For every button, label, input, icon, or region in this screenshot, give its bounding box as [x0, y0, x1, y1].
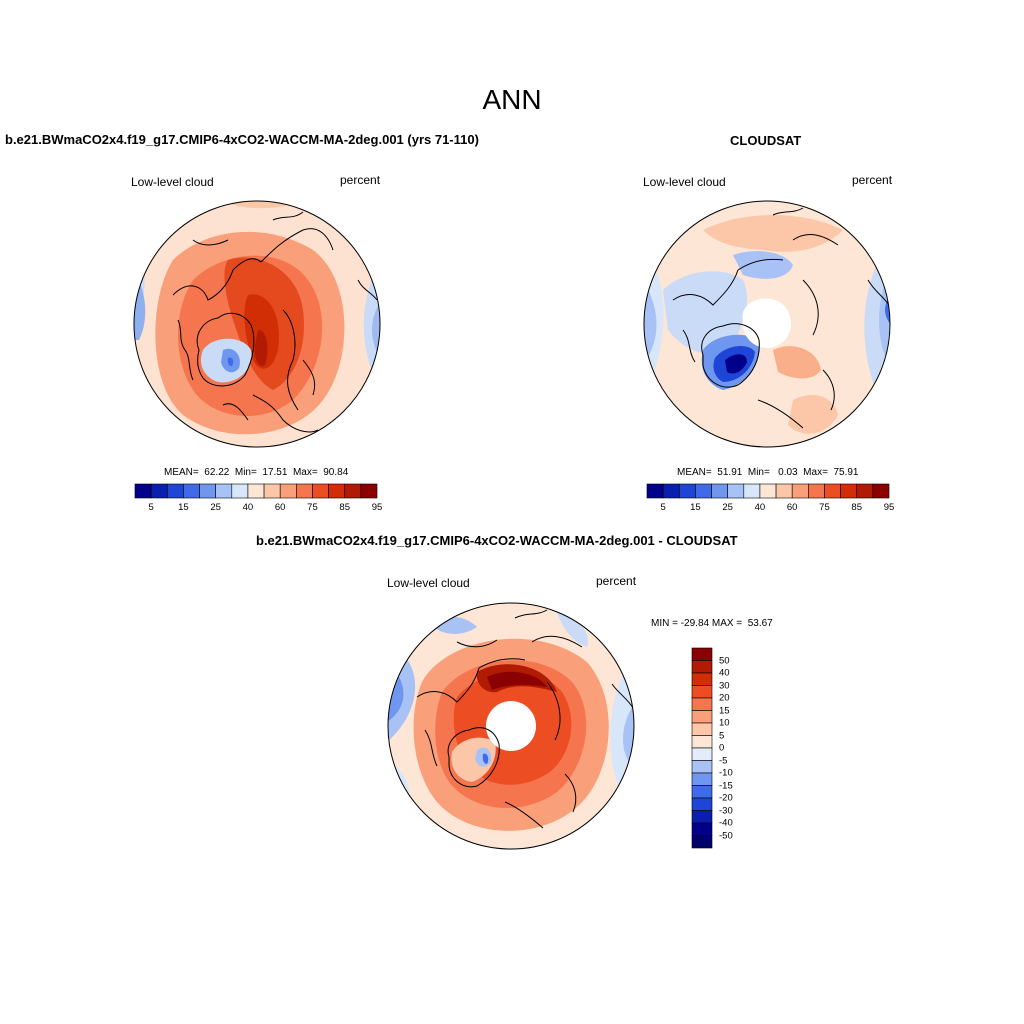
colorbar-swatch — [808, 483, 825, 499]
colorbar-tick-label: -20 — [719, 792, 733, 804]
obs-colorbar-ticks: 5 15 25 40 60 75 85 95 — [647, 502, 894, 516]
colorbar-tick-label: 5 — [719, 730, 725, 741]
colorbar-tick-label: 20 — [719, 692, 730, 704]
colorbar-swatch — [215, 483, 233, 499]
colorbar-tick-label: 10 — [719, 717, 730, 729]
model-colorbar — [134, 483, 378, 499]
colorbar-swatch — [727, 483, 745, 499]
colorbar-swatch — [691, 710, 713, 724]
colorbar-swatch — [691, 797, 713, 811]
colorbar-swatch — [691, 697, 713, 711]
diff-stats: MIN = -29.84 MAX = 53.67 — [651, 618, 773, 629]
colorbar-swatch — [344, 483, 362, 499]
colorbar-tick-label: 25 — [722, 502, 733, 513]
diff-colorbar — [691, 647, 713, 849]
colorbar-swatch — [856, 483, 874, 499]
colorbar-swatch — [328, 483, 346, 499]
colorbar-swatch — [150, 483, 168, 499]
colorbar-tick-label: -30 — [719, 805, 733, 816]
colorbar-swatch — [691, 772, 713, 786]
colorbar-tick-label: 40 — [754, 502, 766, 513]
colorbar-swatch — [662, 483, 680, 499]
diff-field-label: Low-level cloud — [387, 576, 470, 590]
colorbar-tick-label: 15 — [178, 502, 189, 513]
colorbar-tick-label: -5 — [719, 755, 728, 766]
colorbar-swatch — [840, 483, 858, 499]
colorbar-swatch — [743, 483, 761, 499]
colorbar-tick-label: 60 — [786, 502, 798, 513]
colorbar-swatch — [678, 483, 696, 499]
model-colorbar-ticks: 5 15 25 40 60 75 85 95 — [135, 502, 382, 516]
colorbar-swatch — [824, 483, 841, 499]
colorbar-tick-label: 0 — [719, 742, 725, 754]
diff-panel-title: b.e21.BWmaCO2x4.f19_g17.CMIP6-4xCO2-WACC… — [256, 533, 738, 548]
colorbar-tick-label: 25 — [210, 502, 221, 513]
colorbar-swatch — [759, 483, 777, 499]
colorbar-swatch — [296, 483, 313, 499]
colorbar-tick-label: 15 — [719, 705, 730, 716]
colorbar-swatch — [166, 483, 184, 499]
model-panel-title: b.e21.BWmaCO2x4.f19_g17.CMIP6-4xCO2-WACC… — [5, 132, 479, 147]
obs-stats: MEAN= 51.91 Min= 0.03 Max= 75.91 — [677, 467, 859, 478]
colorbar-swatch — [695, 483, 712, 499]
colorbar-tick-label: 75 — [307, 502, 318, 513]
colorbar-swatch — [263, 483, 281, 499]
diff-colorbar-ticks: 50 40 30 20 15 10 5 0 -5 -10 -15 -20 -30 -40 -50 — [719, 648, 759, 848]
colorbar-swatch — [691, 822, 713, 836]
diff-polar-map — [387, 602, 635, 850]
colorbar-tick-label: -40 — [719, 817, 733, 829]
colorbar-swatch — [247, 483, 265, 499]
colorbar-swatch — [691, 810, 713, 824]
colorbar-swatch — [691, 760, 713, 774]
obs-field-label: Low-level cloud — [643, 175, 726, 189]
colorbar-tick-label: 5 — [660, 502, 666, 513]
colorbar-swatch — [711, 483, 728, 499]
colorbar-swatch — [312, 483, 329, 499]
model-field-label: Low-level cloud — [131, 175, 214, 189]
obs-colorbar — [646, 483, 890, 499]
colorbar-swatch — [691, 660, 713, 674]
obs-polar-map — [643, 200, 891, 448]
colorbar-tick-label: 95 — [883, 502, 895, 513]
colorbar-tick-label: 40 — [719, 667, 730, 679]
colorbar-swatch — [360, 483, 378, 499]
colorbar-swatch — [646, 483, 664, 499]
colorbar-swatch — [775, 483, 793, 499]
colorbar-swatch — [134, 483, 152, 499]
diff-units-label: percent — [596, 574, 637, 588]
colorbar-swatch — [691, 647, 713, 661]
colorbar-tick-label: 50 — [719, 655, 730, 666]
main-title: ANN — [482, 84, 542, 115]
colorbar-tick-label: 5 — [148, 502, 154, 513]
colorbar-swatch — [279, 483, 297, 499]
colorbar-swatch — [691, 672, 713, 686]
colorbar-swatch — [872, 483, 890, 499]
colorbar-tick-label: 40 — [242, 502, 254, 513]
model-polar-map — [133, 200, 381, 448]
colorbar-swatch — [691, 747, 713, 761]
model-units-label: percent — [340, 173, 381, 187]
colorbar-swatch — [691, 835, 713, 849]
colorbar-tick-label: -10 — [719, 767, 733, 779]
colorbar-swatch — [691, 785, 713, 799]
colorbar-swatch — [691, 735, 713, 749]
colorbar-swatch — [791, 483, 809, 499]
colorbar-tick-label: 75 — [819, 502, 830, 513]
obs-units-label: percent — [852, 173, 893, 187]
colorbar-tick-label: -50 — [719, 830, 733, 841]
obs-panel-title: CLOUDSAT — [730, 133, 802, 148]
model-stats: MEAN= 62.22 Min= 17.51 Max= 90.84 — [164, 467, 349, 478]
colorbar-swatch — [199, 483, 216, 499]
colorbar-swatch — [231, 483, 249, 499]
colorbar-tick-label: 85 — [339, 502, 351, 513]
colorbar-tick-label: -15 — [719, 780, 733, 791]
colorbar-tick-label: 15 — [690, 502, 701, 513]
colorbar-tick-label: 60 — [274, 502, 286, 513]
colorbar-tick-label: 30 — [719, 680, 730, 691]
colorbar-tick-label: 95 — [371, 502, 383, 513]
colorbar-swatch — [183, 483, 200, 499]
colorbar-tick-label: 85 — [851, 502, 863, 513]
colorbar-swatch — [691, 685, 713, 699]
colorbar-swatch — [691, 722, 713, 736]
